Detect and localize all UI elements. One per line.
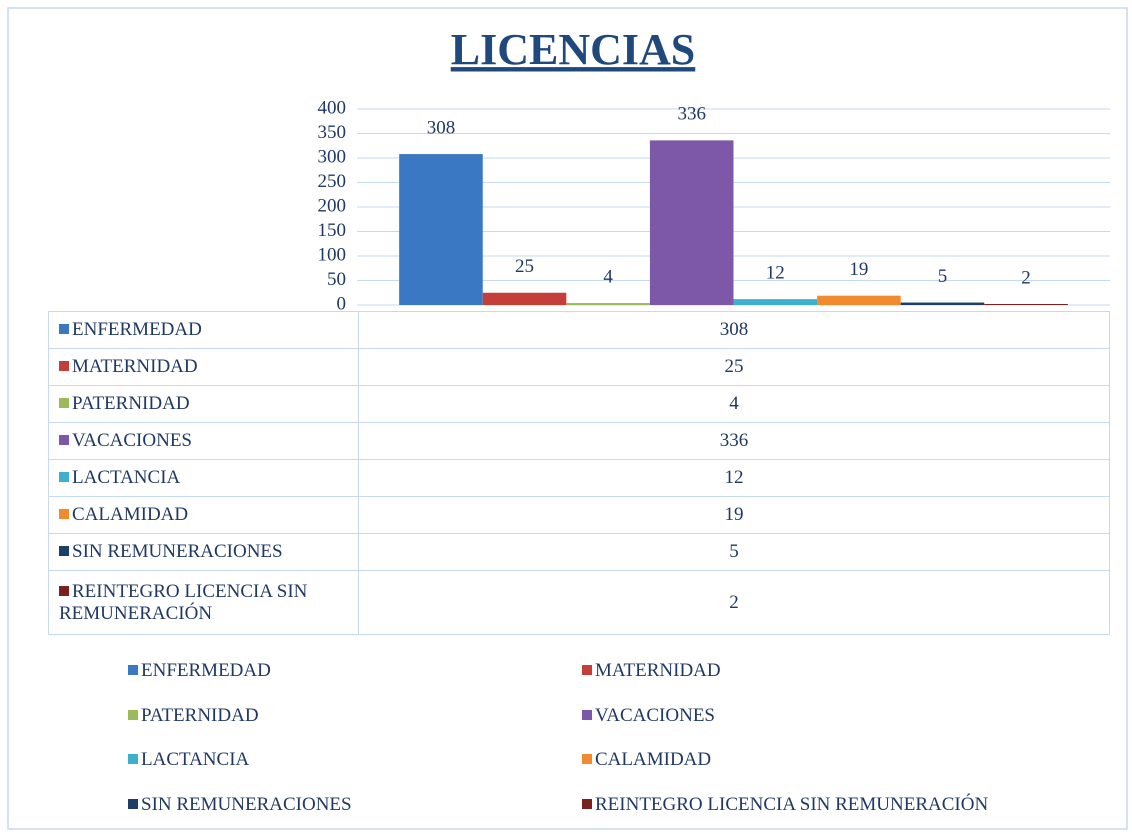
legend-item: CALAMIDAD [582,749,711,771]
data-label: 308 [427,117,456,138]
table-value: 5 [358,533,1110,571]
bar [399,154,483,305]
data-label: 336 [677,104,706,125]
table-row: LACTANCIA 12 [48,459,1110,497]
legend-swatch [59,585,69,596]
table-label-cell: MATERNIDAD [48,348,359,386]
table-label-cell: ENFERMEDAD [48,311,359,349]
legend-label: VACACIONES [595,704,716,726]
y-tick-label: 50 [327,269,346,290]
data-label: 19 [849,259,868,280]
table-row: VACACIONES 336 [48,422,1110,460]
bar [984,304,1068,305]
table-label-cell: REINTEGRO LICENCIA SIN REMUNERACIÓN [48,570,359,635]
legend-swatch [582,709,592,720]
series-name: MATERNIDAD [72,356,198,377]
legend-swatch [59,509,69,519]
legend-label: CALAMIDAD [595,749,712,770]
data-label: 12 [766,262,785,283]
bar [733,299,818,305]
legend-label: LACTANCIA [141,749,250,770]
legend-label: ENFERMEDAD [141,660,271,681]
series-name: REINTEGRO LICENCIA SIN REMUNERACIÓN [59,580,308,624]
legend-swatch [59,472,69,482]
series-name: LACTANCIA [72,467,181,488]
table-value: 25 [358,348,1110,386]
table-value: 12 [358,459,1110,497]
table-label-cell: VACACIONES [48,422,359,460]
table-row: ENFERMEDAD 308 [48,311,1110,349]
series-name: VACACIONES [72,430,193,451]
table-row: SIN REMUNERACIONES 5 [48,533,1110,571]
series-name: ENFERMEDAD [72,319,202,340]
chart-title: LICENCIAS [451,25,696,74]
legend-swatch [59,324,69,334]
table-value: 4 [358,385,1110,423]
legend-swatch [128,709,138,720]
bar [482,292,567,305]
series-name: SIN REMUNERACIONES [72,541,283,562]
bar [566,303,650,305]
legend-label: PATERNIDAD [141,704,259,726]
legend-item: SIN REMUNERACIONES [128,794,352,816]
frame [7,7,1128,830]
legend-swatch [128,798,138,809]
legend-item: REINTEGRO LICENCIA SIN REMUNERACIÓN [582,794,988,816]
legend-item: PATERNIDAD [128,705,259,727]
legend-item: MATERNIDAD [582,660,721,682]
bar [817,295,901,305]
bar [649,140,734,305]
table-row: REINTEGRO LICENCIA SIN REMUNERACIÓN 2 [48,570,1110,635]
data-label: 2 [1021,267,1031,288]
table-row: CALAMIDAD 19 [48,496,1110,534]
y-tick-label: 150 [318,220,347,241]
table-value: 2 [358,570,1110,635]
legend-label: MATERNIDAD [595,660,721,681]
table-value: 308 [358,311,1110,349]
y-tick-label: 300 [318,146,347,167]
legend-item: VACACIONES [582,705,715,727]
legend-item: ENFERMEDAD [128,660,271,682]
legend-swatch [582,665,592,675]
legend-swatch [59,361,69,371]
table-label-cell: SIN REMUNERACIONES [48,533,359,571]
legend-swatch [128,665,138,675]
y-tick-label: 100 [318,244,347,265]
legend-swatch [582,754,592,764]
table-row: MATERNIDAD 25 [48,348,1110,386]
data-label: 4 [603,266,613,287]
y-tick-label: 0 [337,293,347,314]
data-label: 25 [515,256,534,277]
legend-swatch [128,754,138,764]
table-label-cell: LACTANCIA [48,459,359,497]
legend-swatch [582,798,592,809]
y-tick-label: 400 [318,97,347,118]
data-label: 5 [938,266,948,287]
y-tick-label: 200 [318,195,347,216]
bar [900,302,985,305]
table-label-cell: PATERNIDAD [48,385,359,423]
legend-label: REINTEGRO LICENCIA SIN REMUNERACIÓN [595,793,989,815]
series-name: PATERNIDAD [72,393,190,414]
y-tick-label: 250 [318,171,347,192]
table-value: 336 [358,422,1110,460]
legend-swatch [59,398,69,408]
legend-swatch [59,546,69,556]
y-tick-label: 350 [318,122,347,143]
legend-swatch [59,435,69,445]
table-label-cell: CALAMIDAD [48,496,359,534]
series-name: CALAMIDAD [72,504,189,525]
table-row: PATERNIDAD 4 [48,385,1110,423]
table-value: 19 [358,496,1110,534]
data-table: ENFERMEDAD 308 MATERNIDAD 25 PATERNIDAD 4 VACA… [48,311,1110,635]
legend-item: LACTANCIA [128,749,249,771]
legend-label: SIN REMUNERACIONES [141,793,352,815]
